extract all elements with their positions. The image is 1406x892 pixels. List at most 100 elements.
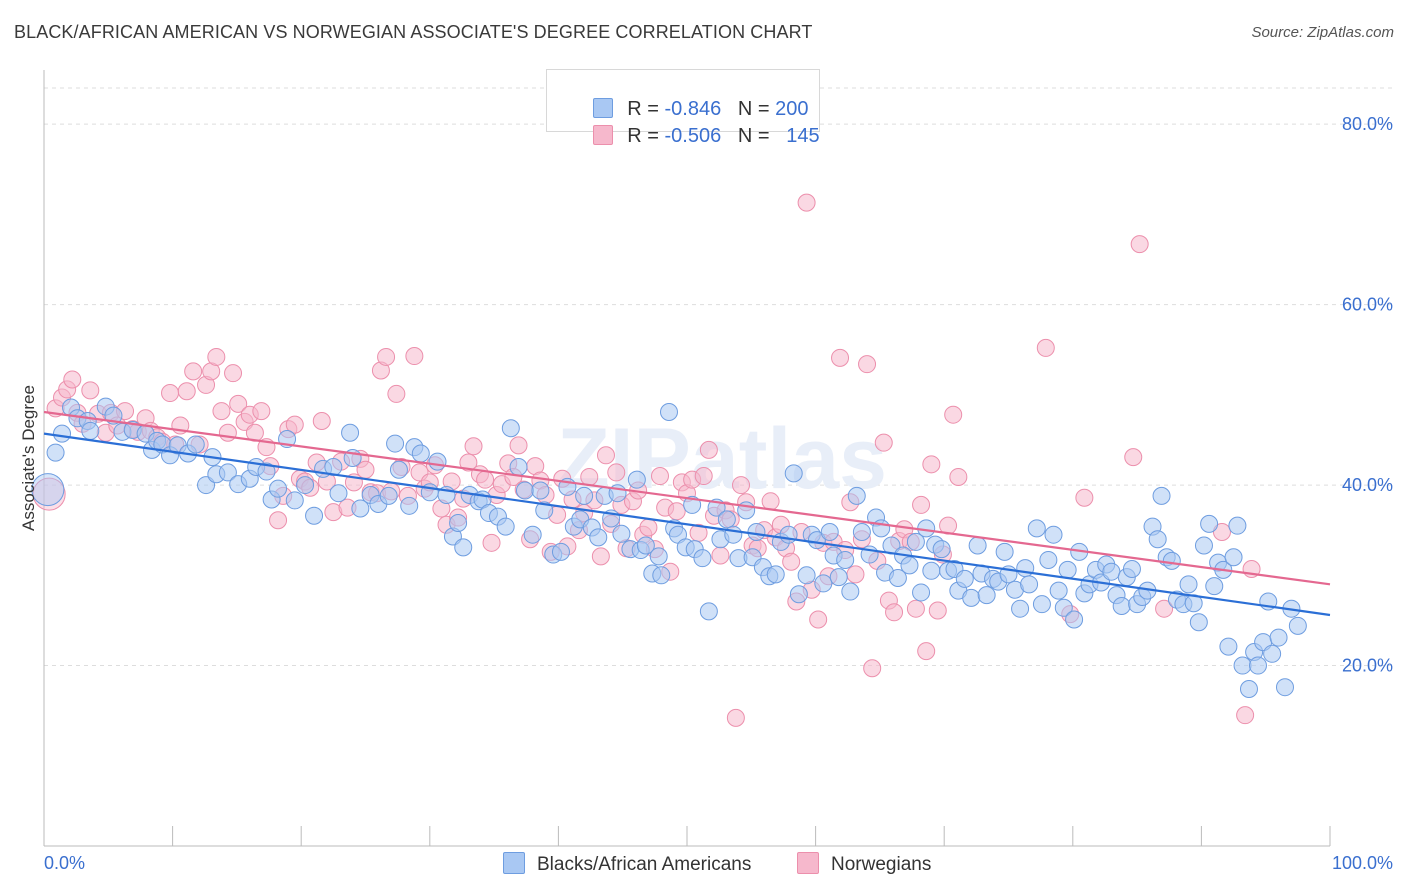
pink-point <box>726 708 745 727</box>
pink-point <box>694 467 713 486</box>
blue-point <box>257 462 276 481</box>
blue-point <box>1049 581 1068 600</box>
blue-point <box>509 458 528 477</box>
pink-point <box>607 463 626 482</box>
blue-point <box>1032 595 1051 614</box>
blue-point <box>589 528 608 547</box>
pink-point <box>207 347 226 366</box>
blue-point <box>1027 519 1046 538</box>
blue-point <box>1275 678 1294 697</box>
pink-point <box>906 599 925 618</box>
blue-point <box>1011 599 1030 618</box>
pink-legend-swatch <box>797 852 819 874</box>
pink-point <box>831 348 850 367</box>
blue-point <box>379 486 398 505</box>
blue-point <box>995 542 1014 561</box>
pink-point <box>580 467 599 486</box>
blue-point <box>389 460 408 479</box>
blue-legend-label: Blacks/African Americans <box>537 854 752 875</box>
blue-point <box>1016 559 1035 578</box>
pink-point <box>218 423 237 442</box>
blue-point <box>912 583 931 602</box>
pink-point <box>809 610 828 629</box>
pink-point <box>509 436 528 455</box>
r-value-pink: -0.506 <box>664 125 722 147</box>
blue-point <box>449 513 468 532</box>
blue-point <box>814 574 833 593</box>
blue-point <box>699 602 718 621</box>
bottom-legend-blue: Blacks/African Americans <box>503 852 751 876</box>
blue-point <box>285 491 304 510</box>
blue-point <box>1122 559 1141 578</box>
blue-point <box>820 522 839 541</box>
pink-point <box>229 394 248 413</box>
blue-legend-swatch <box>503 852 525 874</box>
axis-labels: 20.0% 40.0% 60.0% 80.0% 0.0% 100.0% Associate'… <box>19 114 1393 873</box>
blue-point <box>1162 551 1181 570</box>
blue-point <box>1205 577 1224 596</box>
blue-point <box>1112 596 1131 615</box>
pink-trend-line <box>43 410 1331 586</box>
blue-point <box>807 531 826 550</box>
blue-point <box>269 479 288 498</box>
legend-row-pink: R = -0.506 N = 145 <box>571 102 820 147</box>
pink-point <box>667 502 686 521</box>
blue-point <box>906 532 925 551</box>
blue-point <box>1152 486 1171 505</box>
blue-point <box>693 549 712 568</box>
blue-point <box>305 506 324 525</box>
blue-point <box>535 501 554 520</box>
pink-point <box>1036 338 1055 357</box>
blue-point <box>386 434 405 453</box>
y-tick-label: 60.0% <box>1342 295 1393 315</box>
pink-point <box>482 533 501 552</box>
pink-point <box>177 382 196 401</box>
blue-point <box>829 568 848 587</box>
y-tick-label: 40.0% <box>1342 475 1393 495</box>
blue-point <box>1269 628 1288 647</box>
pink-swatch <box>593 125 614 145</box>
pink-point <box>874 433 893 452</box>
pink-point <box>1075 488 1094 507</box>
pink-point <box>782 552 801 571</box>
blue-point <box>218 463 237 482</box>
r-value-blue: -0.846 <box>664 98 722 120</box>
blue-point <box>1148 530 1167 549</box>
pink-point <box>912 495 931 514</box>
n-value-pink: 145 <box>786 125 820 147</box>
pink-point <box>797 193 816 212</box>
pink-point <box>81 381 100 400</box>
chart-title: BLACK/AFRICAN AMERICAN VS NORWEGIAN ASSO… <box>14 22 813 42</box>
pink-point <box>922 455 941 474</box>
blue-point <box>968 536 987 555</box>
blue-point <box>515 481 534 500</box>
blue-point <box>724 525 743 544</box>
blue-point <box>186 435 205 454</box>
blue-point <box>659 402 678 421</box>
pink-point <box>184 362 203 381</box>
blue-point <box>652 566 671 585</box>
blue-point <box>501 419 520 438</box>
pink-point <box>312 412 331 431</box>
pink-point <box>269 511 288 530</box>
n-value-blue: 200 <box>775 98 809 120</box>
blue-point <box>1020 575 1039 594</box>
pink-point <box>252 402 271 421</box>
blue-point <box>900 556 919 575</box>
pink-point <box>224 364 243 383</box>
pink-legend-label: Norwegians <box>831 854 932 875</box>
blue-point <box>551 542 570 561</box>
pink-point <box>591 547 610 566</box>
blue-point <box>784 464 803 483</box>
blue-point <box>1288 616 1307 635</box>
blue-point <box>612 524 631 543</box>
pink-point <box>949 467 968 486</box>
pink-point <box>863 659 882 678</box>
pink-point <box>161 384 180 403</box>
pink-point <box>596 446 615 465</box>
blue-point <box>717 510 736 529</box>
bottom-legend-pink: Norwegians <box>797 852 931 876</box>
pink-point <box>464 437 483 456</box>
pink-point <box>1212 522 1231 541</box>
y-tick-label: 80.0% <box>1342 114 1393 134</box>
